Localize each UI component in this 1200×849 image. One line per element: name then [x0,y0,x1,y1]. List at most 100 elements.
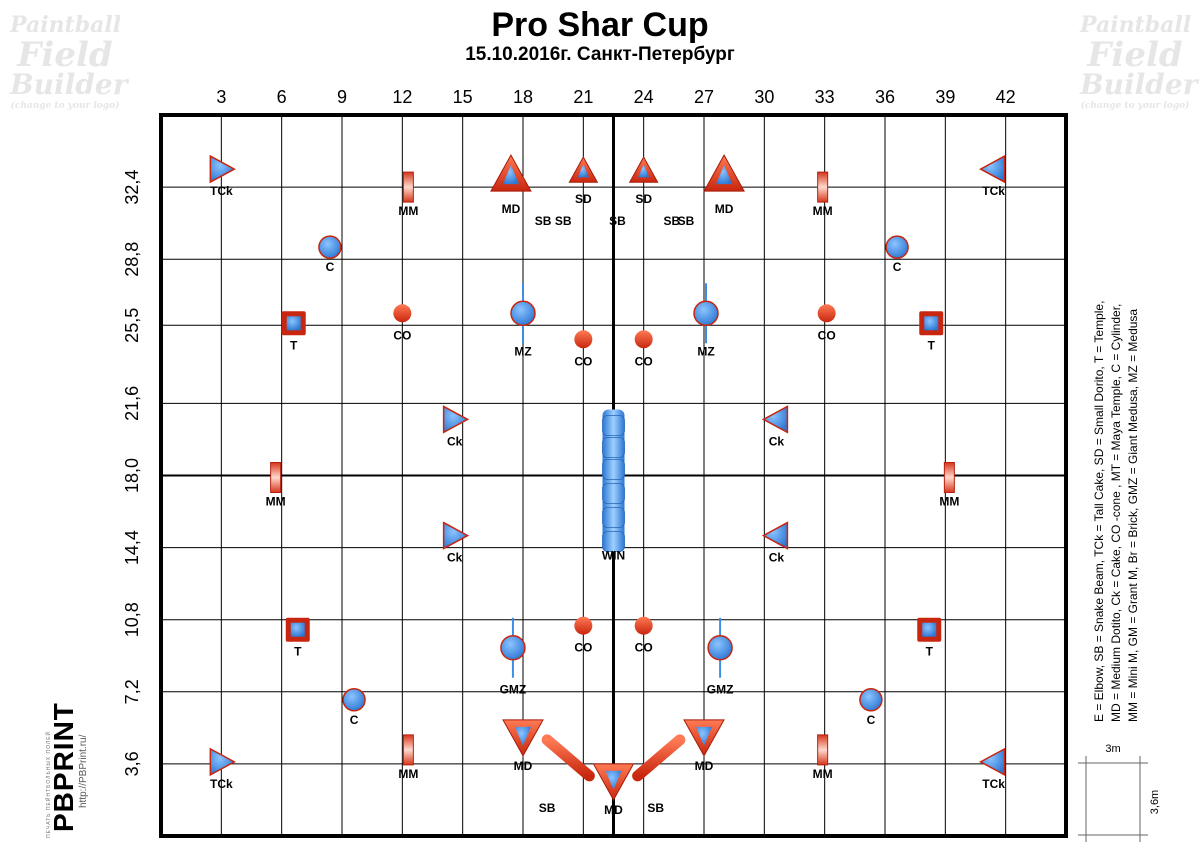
cake-bunker [979,154,1006,184]
cake-bunker [761,521,789,550]
cone-bunker [574,616,593,635]
legend-line: E = Elbow, SB = Snake Beam, TCk = Tall C… [1092,300,1106,722]
scale-indicator: 3m 3,6m [1078,743,1161,842]
bunker-label: CO [635,641,653,655]
medusa-bunker [707,634,733,661]
bunker-label: MZ [697,344,714,358]
snake-label: SB [555,214,572,228]
bunker-label: C [867,713,876,727]
field-border [159,113,1068,838]
snake-label: SB [647,801,664,815]
dorito-bunker-inner [605,770,622,790]
bunker-label: CO [818,328,836,342]
legend-line: MM = Mini M, GM = Grant M, Br = Brick, G… [1126,308,1140,722]
y-tick-label: 18,0 [122,458,142,493]
medusa-bunker [500,634,526,661]
cake-bunker [442,521,470,550]
watermark-line: (change to your logo) [10,101,120,111]
dorito-bunker-inner [638,164,650,178]
y-tick-label: 7,2 [122,679,142,704]
watermark-line: (change to your logo) [1080,101,1190,111]
cake-bunker [209,154,236,184]
bunker-label: CO [574,354,592,368]
snake-label: SB [539,801,556,815]
mini-m-bunker [817,734,829,766]
y-tick-label: 14,4 [122,530,142,565]
bunker-label: T [294,645,302,659]
bunker-label: MD [695,759,714,773]
brand-url[interactable]: http://PBPrint.ru/ [78,734,89,808]
watermark-logo-left: Paintball Field Builder (change to your … [10,10,128,112]
x-tick-label: 24 [634,87,654,107]
bunker-label: T [928,338,936,352]
cake-bunker [442,405,470,434]
bunker-label: Ck [769,434,785,448]
mini-m-bunker [402,171,414,203]
x-tick-label: 12 [392,87,412,107]
scale-horizontal-label: 3m [1105,743,1120,755]
x-tick-label: 30 [754,87,774,107]
snake-label: SB [678,214,695,228]
bunker-label: C [350,713,359,727]
page-title: Pro Shar Cup [491,6,709,44]
bunker-label: C [326,260,335,274]
temple-bunker-inner [286,316,301,331]
bunker-label: WIN [602,549,625,563]
bunker-label: MM [939,495,959,509]
bunker-label: GMZ [707,683,734,697]
bunker-label: MM [813,767,833,781]
bunker-label: TCk [982,777,1005,791]
snake-label: SB [609,214,626,228]
snake-beam [541,734,595,782]
dorito-bunker-inner [577,164,589,178]
bunker-label: MD [715,202,734,216]
dorito-bunker-inner [716,165,733,185]
watermark-line: Paintball [1080,12,1192,38]
medusa-bunker [510,300,536,327]
watermark-line: Paintball [10,12,122,38]
brand-logo: PBPRINT http://PBPrint.ru/ ПЕЧАТЬ ПЕЙНТБ… [46,690,98,840]
cone-bunker [817,304,836,323]
legend: E = Elbow, SB = Snake Beam, TCk = Tall C… [1090,242,1148,722]
x-tick-label: 27 [694,87,714,107]
cone-bunker [393,304,412,323]
y-tick-label: 21,6 [122,386,142,421]
x-tick-label: 36 [875,87,895,107]
mini-m-bunker [270,462,282,494]
bunker-label: CO [393,328,411,342]
x-tick-label: 39 [935,87,955,107]
bunker-label: MM [398,204,418,218]
legend-line: MD = Medium Dotito, Ck = Cake, CO -cone … [1109,303,1123,722]
bunker-label: SD [575,192,592,206]
dorito-bunker-inner [515,726,531,746]
win-segment [602,415,625,436]
mini-m-bunker [402,734,414,766]
bunker-label: TCk [982,184,1005,198]
brand-name: PBPRINT [48,702,79,832]
win-segment [602,483,625,504]
bunker-label: CO [574,641,592,655]
bunker-label: MM [266,495,286,509]
x-tick-label: 33 [815,87,835,107]
cake-bunker [209,747,236,777]
x-tick-label: 9 [337,87,347,107]
x-tick-label: 3 [216,87,226,107]
win-segment [602,437,625,458]
snake-label: SB [663,214,680,228]
x-tick-label: 18 [513,87,533,107]
medusa-bunker [693,300,719,327]
x-tick-label: 6 [277,87,287,107]
bunker-label: MD [604,803,623,817]
snake-label: SB [535,214,552,228]
bunker-label: T [926,645,934,659]
win-segment [602,507,625,528]
bunker-label: MM [813,204,833,218]
cylinder-bunker [318,235,342,259]
watermark-line: Builder [10,68,128,101]
mini-m-bunker [817,171,829,203]
watermark-line: Builder [1080,68,1198,101]
cake-bunker [979,747,1006,777]
snake-beam [632,734,686,782]
bunker-label: GMZ [500,683,527,697]
